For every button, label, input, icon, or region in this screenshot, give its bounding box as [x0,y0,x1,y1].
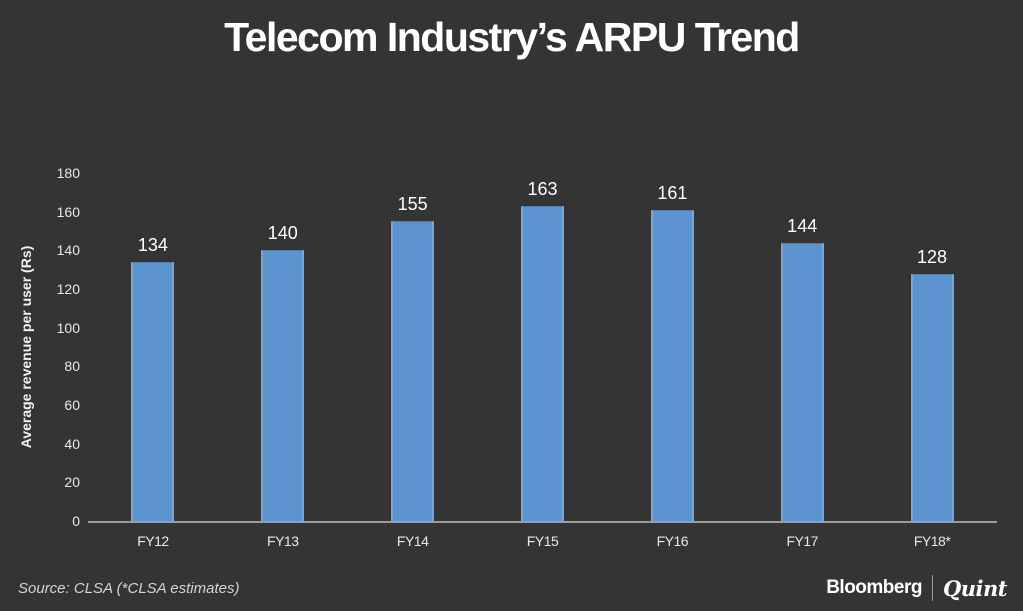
y-tick-label: 160 [56,203,80,220]
y-axis-tick-labels: 0 20 40 60 80 100 120 140 160 180 [0,165,80,529]
footer: Source: CLSA (*CLSA estimates) Bloomberg… [0,563,1023,611]
x-category-label: FY14 [396,533,429,549]
x-category-label: FY18* [913,533,951,549]
y-tick-label: 100 [56,319,80,336]
y-tick-label: 140 [56,242,80,259]
bar-value-label: 161 [657,182,688,203]
y-tick-label: 180 [56,165,80,181]
brand-logo: Bloomberg Quint [826,575,1008,601]
x-category-label: FY16 [656,533,689,549]
brand-separator-line [931,575,933,601]
bar-FY14 [391,221,435,521]
x-category-label: FY13 [267,533,299,549]
plot-area: 134 FY12 140 FY13 155 FY14 163 FY15 161 FY16 144 FY… [88,173,997,549]
bar-FY17 [780,242,824,521]
bar-value-label: 134 [137,234,168,255]
y-tick-label: 40 [64,435,80,452]
bar-FY13 [261,250,305,521]
y-tick-label: 60 [64,397,80,413]
x-category-label: FY17 [786,533,818,549]
y-tick-label: 120 [56,281,80,297]
y-tick-label: 0 [72,513,80,529]
bloomberg-wordmark: Bloomberg [826,577,922,598]
source-note: Source: CLSA (*CLSA estimates) [18,580,240,597]
x-category-label: FY15 [526,533,559,549]
x-category-label: FY12 [137,533,169,549]
chart-title: Telecom Industry’s ARPU Trend [224,14,800,60]
y-tick-label: 20 [64,474,80,491]
bar-value-label: 128 [917,246,948,267]
bar-FY18* [910,273,954,521]
y-tick-label: 80 [64,358,80,375]
bar-value-label: 140 [267,223,298,244]
bar-value-label: 163 [527,178,558,199]
bar-FY12 [131,261,175,521]
bar-FY16 [650,209,694,521]
quint-wordmark: Quint [942,575,1008,601]
bar-value-label: 144 [787,215,818,236]
bar-value-label: 155 [397,194,428,215]
bar-FY15 [521,205,564,521]
